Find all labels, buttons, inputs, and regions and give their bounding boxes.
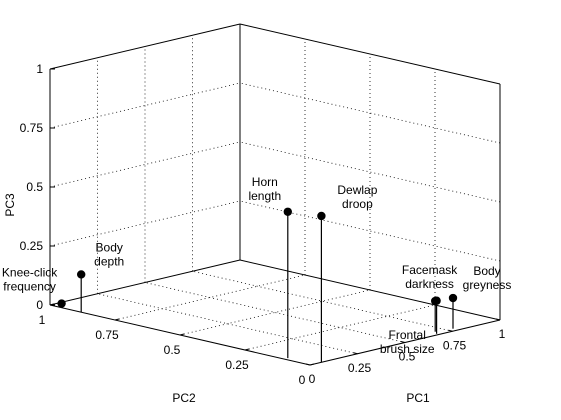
x-tick-label: 0.75 [443, 338, 467, 352]
z-tick-label: 0.75 [20, 121, 44, 135]
point-label-line: Dewlap [337, 183, 377, 197]
x-tick-label: 0.5 [399, 350, 416, 364]
y-tick-label: 0 [299, 373, 306, 387]
point-label-line: length [248, 189, 281, 203]
grid-lines [49, 35, 501, 355]
y-tick-label: 1 [39, 313, 46, 327]
z-tick-label: 1 [36, 62, 43, 76]
point-label: Dewlap droop [337, 183, 377, 211]
y-axis-tick [309, 363, 315, 366]
x-axis-tick [305, 363, 311, 366]
point-label-line: Body [473, 264, 500, 278]
x-axis-tick [353, 352, 358, 355]
data-point-marker [317, 211, 326, 221]
floor-grid-line [179, 289, 371, 336]
point-label-line: Body [96, 240, 123, 254]
y-tick-label: 0.75 [95, 328, 119, 342]
point-label-line: greyness [463, 278, 512, 292]
side-wall-grid-line [239, 141, 501, 203]
data-point-marker [448, 293, 458, 303]
z-axis-label: PC3 [3, 193, 17, 217]
data-point-marker [77, 270, 86, 279]
point-label-line: Horn [252, 175, 278, 189]
z-tick-label: 0.25 [20, 239, 44, 253]
data-point-marker [57, 299, 66, 308]
x-axis-tick [448, 329, 453, 332]
point-label: Facemask darkness [402, 263, 458, 291]
data-stems [57, 207, 458, 363]
x-axis-tick [495, 318, 501, 321]
point-label: Frontal brush size [380, 328, 435, 356]
point-label-line: frequency [3, 280, 56, 294]
axes-box-edge [239, 259, 501, 321]
point-label-line: Knee-click [2, 266, 58, 280]
point-label-line: brush size [380, 342, 435, 356]
floor-grid-line [144, 282, 406, 343]
z-tick-label: 0 [36, 298, 43, 312]
floor-grid-line [114, 274, 306, 321]
point-label-line: Facemask [402, 263, 458, 277]
back-wall-grid-line [49, 141, 241, 188]
point-label-line: Frontal [389, 328, 426, 342]
point-label: Body greyness [463, 264, 512, 292]
x-axis-tick [400, 341, 406, 343]
axes-box-edge [49, 23, 241, 70]
data-point-marker [283, 207, 292, 216]
z-tick-label: 0.5 [26, 180, 43, 194]
x-axis-label: PC1 [406, 391, 430, 405]
point-label: Horn length [248, 175, 281, 203]
floor-grid-line [192, 270, 453, 332]
floor-grid-line [97, 293, 358, 355]
y-axis-tick [114, 318, 120, 321]
side-wall-grid-line [239, 200, 501, 262]
x-tick-label: 1 [499, 327, 506, 341]
point-label: Body depth [94, 240, 124, 268]
floor-grid-line [244, 304, 436, 351]
data-point-marker [431, 296, 440, 306]
y-axis-tick [244, 348, 250, 351]
point-label-line: darkness [405, 277, 454, 291]
point-label-line: droop [342, 197, 373, 211]
y-tick-label: 0.5 [164, 343, 181, 357]
axes-box-edge [239, 23, 501, 85]
y-axis-label: PC2 [172, 391, 196, 405]
y-tick-label: 0.25 [225, 358, 249, 372]
y-axis-tick [179, 333, 185, 336]
axes-box-edge [49, 259, 241, 306]
back-wall-grid-line [49, 200, 241, 247]
back-wall-grid-line [49, 82, 241, 129]
point-label: Knee-click frequency [2, 266, 58, 294]
point-label-line: depth [94, 254, 124, 268]
x-tick-label: 0.25 [348, 361, 372, 375]
side-wall-grid-line [239, 82, 501, 144]
x-tick-label: 0 [309, 372, 316, 386]
